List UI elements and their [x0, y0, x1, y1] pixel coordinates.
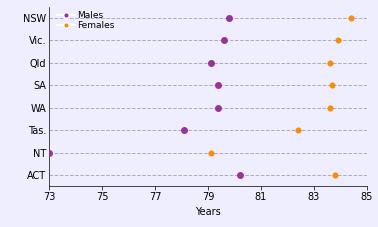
X-axis label: Years: Years — [195, 207, 221, 217]
Legend: Males, Females: Males, Females — [57, 11, 114, 30]
